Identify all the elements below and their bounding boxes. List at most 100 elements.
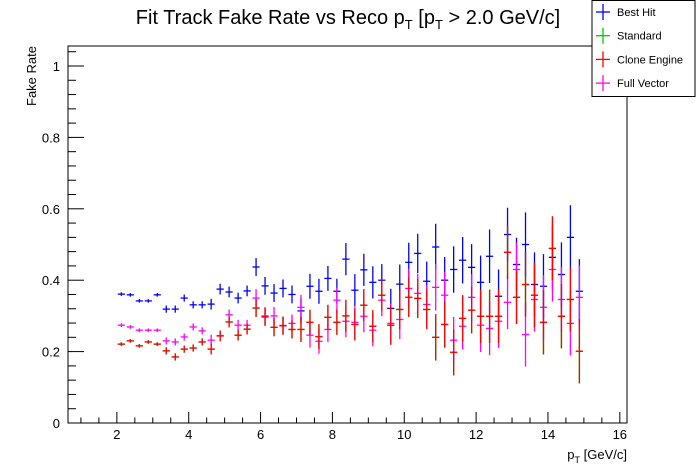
data-point — [432, 314, 440, 361]
data-point — [117, 342, 125, 346]
data-point — [270, 318, 278, 337]
chart-title: Fit Track Fake Rate vs Reco pT [pT > 2.0… — [136, 7, 560, 32]
x-tick-label: 16 — [613, 427, 627, 442]
data-point — [575, 265, 583, 330]
data-point — [270, 284, 278, 302]
data-point — [234, 292, 242, 304]
data-point — [566, 205, 575, 270]
data-point — [279, 316, 287, 335]
y-tick-label: 0.6 — [42, 202, 60, 217]
data-point — [342, 299, 350, 332]
data-point — [153, 293, 161, 297]
data-point — [459, 236, 467, 284]
data-point — [315, 324, 323, 350]
data-point — [539, 290, 548, 355]
x-axis-label: pT [GeV/c] — [567, 447, 627, 465]
data-point — [288, 320, 296, 339]
data-point — [306, 273, 314, 299]
data-point — [225, 316, 233, 328]
legend-entry: Standard — [596, 27, 662, 44]
y-axis-label: Fake Rate — [24, 46, 39, 106]
x-tick-label: 4 — [185, 427, 192, 442]
data-point — [243, 285, 251, 297]
legend-label: Best Hit — [617, 7, 656, 19]
x-tick-label: 10 — [397, 427, 411, 442]
data-point — [144, 299, 152, 303]
data-point — [324, 304, 332, 330]
data-point — [288, 285, 296, 304]
data-point — [575, 319, 583, 384]
data-point — [342, 243, 350, 276]
series-clone-engine — [117, 216, 583, 384]
legend: Best Hit Standard Clone Engine Full Vector — [591, 0, 696, 97]
y-tick-label: 0.2 — [42, 345, 60, 360]
data-point — [216, 330, 224, 342]
data-point — [494, 289, 503, 344]
data-point — [557, 284, 566, 349]
plot-frame — [67, 45, 628, 424]
data-point — [503, 275, 512, 330]
y-tick-label: 0 — [53, 416, 60, 431]
data-point — [351, 308, 359, 341]
data-point — [387, 305, 395, 345]
data-point — [548, 216, 557, 281]
data-point — [144, 340, 152, 344]
data-point — [405, 277, 413, 317]
data-point — [135, 328, 143, 332]
data-point — [225, 286, 233, 298]
series-best-hit — [117, 205, 583, 329]
data-point — [468, 286, 476, 334]
data-point — [162, 305, 170, 313]
legend-label: Standard — [617, 31, 662, 43]
y-tick-label: 1 — [53, 59, 60, 74]
data-point — [450, 246, 458, 293]
y-tick-label: 0.8 — [42, 130, 60, 145]
data-point — [360, 253, 368, 286]
x-tick-label: 8 — [329, 427, 336, 442]
legend-label: Full Vector — [617, 78, 669, 90]
data-point — [530, 263, 539, 328]
data-point — [117, 323, 125, 327]
data-point — [216, 283, 224, 295]
legend-entry: Best Hit — [596, 4, 656, 20]
data-point — [369, 310, 377, 343]
legend-label: Clone Engine — [617, 54, 683, 66]
data-point — [503, 225, 512, 280]
data-point — [153, 328, 161, 332]
data-point — [512, 270, 521, 325]
series-standard — [117, 216, 583, 384]
data-point — [351, 274, 359, 307]
data-point — [306, 309, 314, 335]
data-point — [252, 299, 260, 317]
data-point — [198, 327, 206, 335]
data-point — [432, 223, 440, 271]
data-point — [378, 279, 386, 312]
legend-entry: Clone Engine — [596, 51, 683, 68]
series-full-vector — [117, 237, 583, 367]
data-point — [162, 347, 170, 355]
data-point — [189, 344, 197, 352]
data-point — [189, 301, 197, 309]
data-point — [432, 264, 440, 311]
data-point — [261, 276, 269, 295]
data-point — [333, 309, 341, 335]
data-point — [135, 344, 143, 348]
x-tick-label: 6 — [257, 427, 264, 442]
legend-box — [591, 0, 696, 97]
data-point — [459, 295, 467, 342]
data-point — [171, 305, 179, 313]
data-point — [261, 308, 269, 326]
data-point — [180, 345, 188, 353]
data-point — [252, 258, 260, 276]
data-point — [144, 328, 152, 332]
data-point — [521, 252, 530, 317]
data-point — [324, 265, 332, 291]
data-point — [171, 353, 179, 361]
data-point — [180, 333, 188, 341]
data-point — [360, 289, 368, 322]
data-point — [414, 278, 422, 319]
data-point — [414, 233, 422, 274]
data-point — [566, 267, 575, 332]
